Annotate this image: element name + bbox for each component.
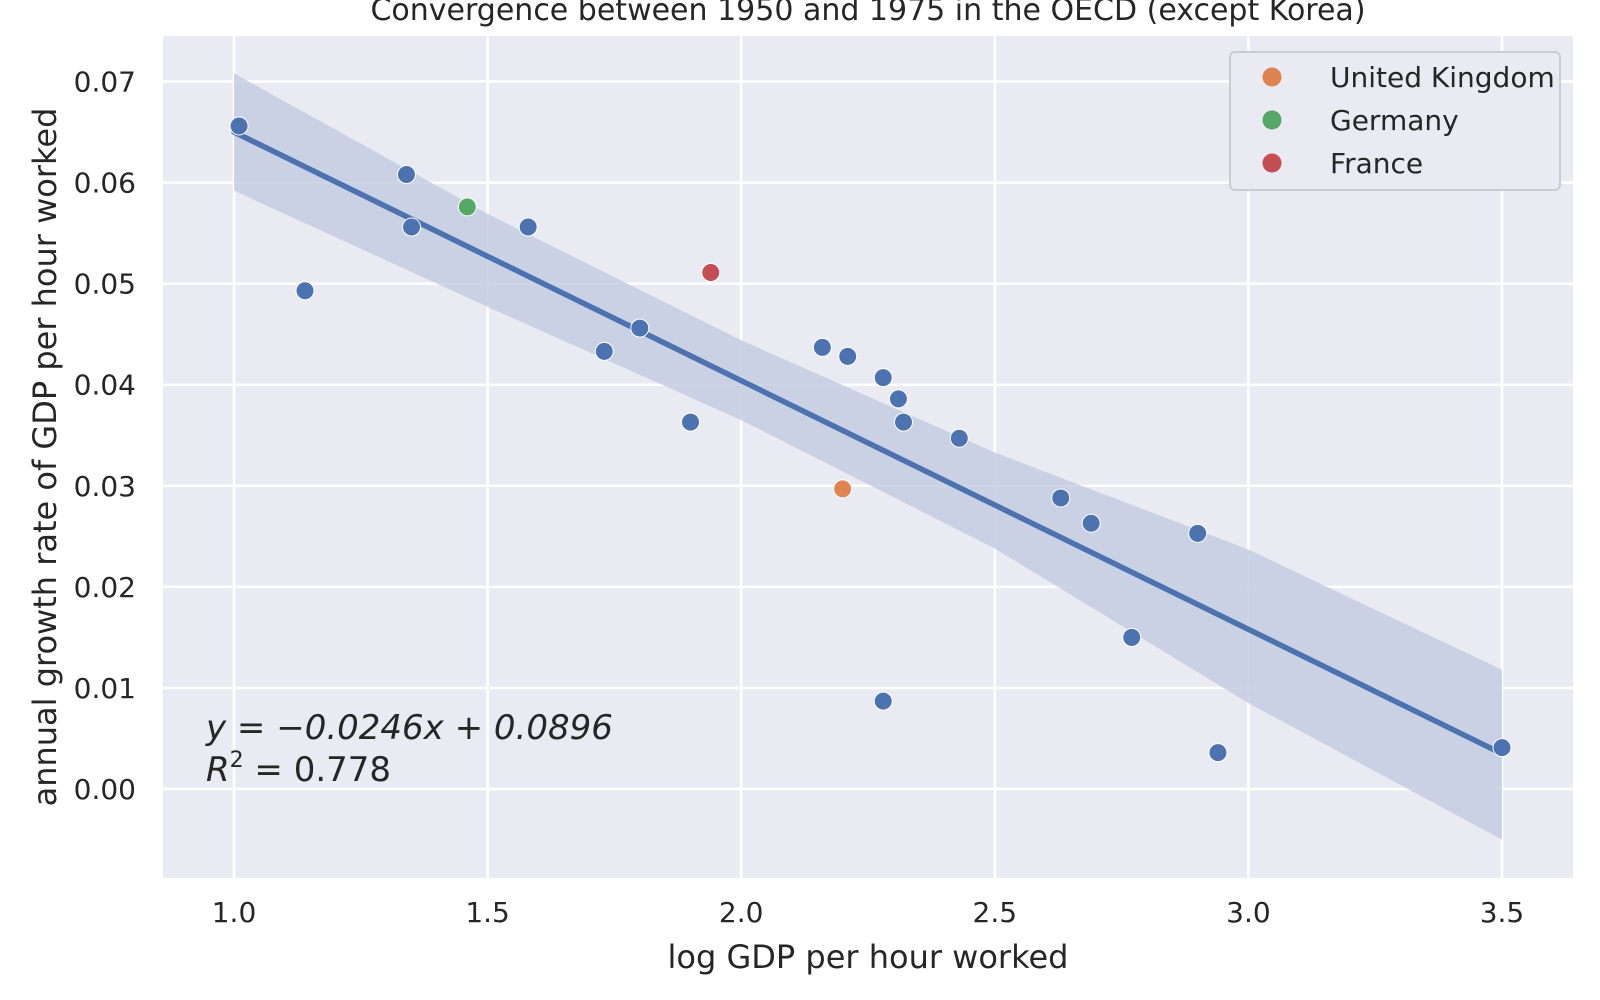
y-tick-labels: 0.00 0.01 0.02 0.03 0.04 0.05 0.06 0.07 <box>74 65 136 806</box>
data-point <box>1081 513 1101 533</box>
data-point <box>1188 523 1208 543</box>
regression-line-layer <box>231 129 1505 757</box>
legend-box <box>1229 51 1561 191</box>
legend-marker-united-kingdom <box>1262 67 1282 87</box>
y-tick-label: 0.07 <box>74 65 136 98</box>
x-tick-label: 1.5 <box>465 896 510 929</box>
y-tick-label: 0.03 <box>74 470 136 503</box>
r-squared-exponent: 2 <box>230 748 244 773</box>
data-point <box>1122 627 1142 647</box>
data-point <box>518 217 538 237</box>
legend: United Kingdom Germany France <box>1229 51 1561 191</box>
data-points <box>229 116 1512 763</box>
data-point <box>888 389 908 409</box>
y-tick-label: 0.00 <box>74 773 136 806</box>
data-point <box>680 412 700 432</box>
data-point <box>594 341 614 361</box>
regression-annotation: y = −0.0246x + 0.0896 R2 = 0.778 <box>205 708 613 790</box>
y-tick-label: 0.01 <box>74 672 136 705</box>
x-tick-label: 2.5 <box>973 896 1018 929</box>
data-point <box>873 691 893 711</box>
r-squared-symbol: R <box>206 750 230 790</box>
data-point <box>1492 738 1512 758</box>
x-tick-label: 3.5 <box>1480 896 1525 929</box>
data-point <box>949 428 969 448</box>
confidence-band <box>234 73 1502 840</box>
grid-lines <box>163 36 1573 878</box>
data-point <box>396 164 416 184</box>
data-point <box>1051 488 1071 508</box>
regression-equation: y = −0.0246x + 0.0896 <box>205 708 613 748</box>
y-tick-label: 0.06 <box>74 167 136 200</box>
legend-label-germany: Germany <box>1330 104 1459 137</box>
x-tick-labels: 1.0 1.5 2.0 2.5 3.0 3.5 <box>212 896 1525 929</box>
data-point <box>812 337 832 357</box>
chart-title: Convergence between 1950 and 1975 in the… <box>370 0 1365 28</box>
y-tick-label: 0.02 <box>74 571 136 604</box>
data-point <box>838 346 858 366</box>
legend-label-france: France <box>1330 147 1423 180</box>
legend-label-united-kingdom: United Kingdom <box>1330 61 1555 94</box>
data-point <box>295 281 315 301</box>
data-point <box>1208 743 1228 763</box>
confidence-band-layer <box>234 73 1502 840</box>
united-kingdom-point <box>833 479 853 499</box>
y-tick-label: 0.05 <box>74 268 136 301</box>
x-tick-label: 2.0 <box>719 896 764 929</box>
regression-line <box>231 129 1505 757</box>
y-tick-label: 0.04 <box>74 369 136 402</box>
x-tick-label: 1.0 <box>212 896 257 929</box>
legend-items: United Kingdom Germany France <box>1262 61 1555 180</box>
data-point <box>873 368 893 388</box>
r-squared-value: = 0.778 <box>244 750 391 790</box>
data-point <box>630 318 650 338</box>
data-point <box>894 412 914 432</box>
r-squared-text: R2 = 0.778 <box>206 748 391 790</box>
legend-marker-germany <box>1262 110 1282 130</box>
y-axis-title: annual growth rate of GDP per hour worke… <box>26 108 64 807</box>
data-point <box>229 116 249 136</box>
france-point <box>701 263 721 283</box>
data-point <box>402 217 422 237</box>
x-axis-title: log GDP per hour worked <box>668 938 1069 976</box>
legend-marker-france <box>1262 153 1282 173</box>
germany-point <box>457 197 477 217</box>
x-tick-label: 3.0 <box>1226 896 1271 929</box>
